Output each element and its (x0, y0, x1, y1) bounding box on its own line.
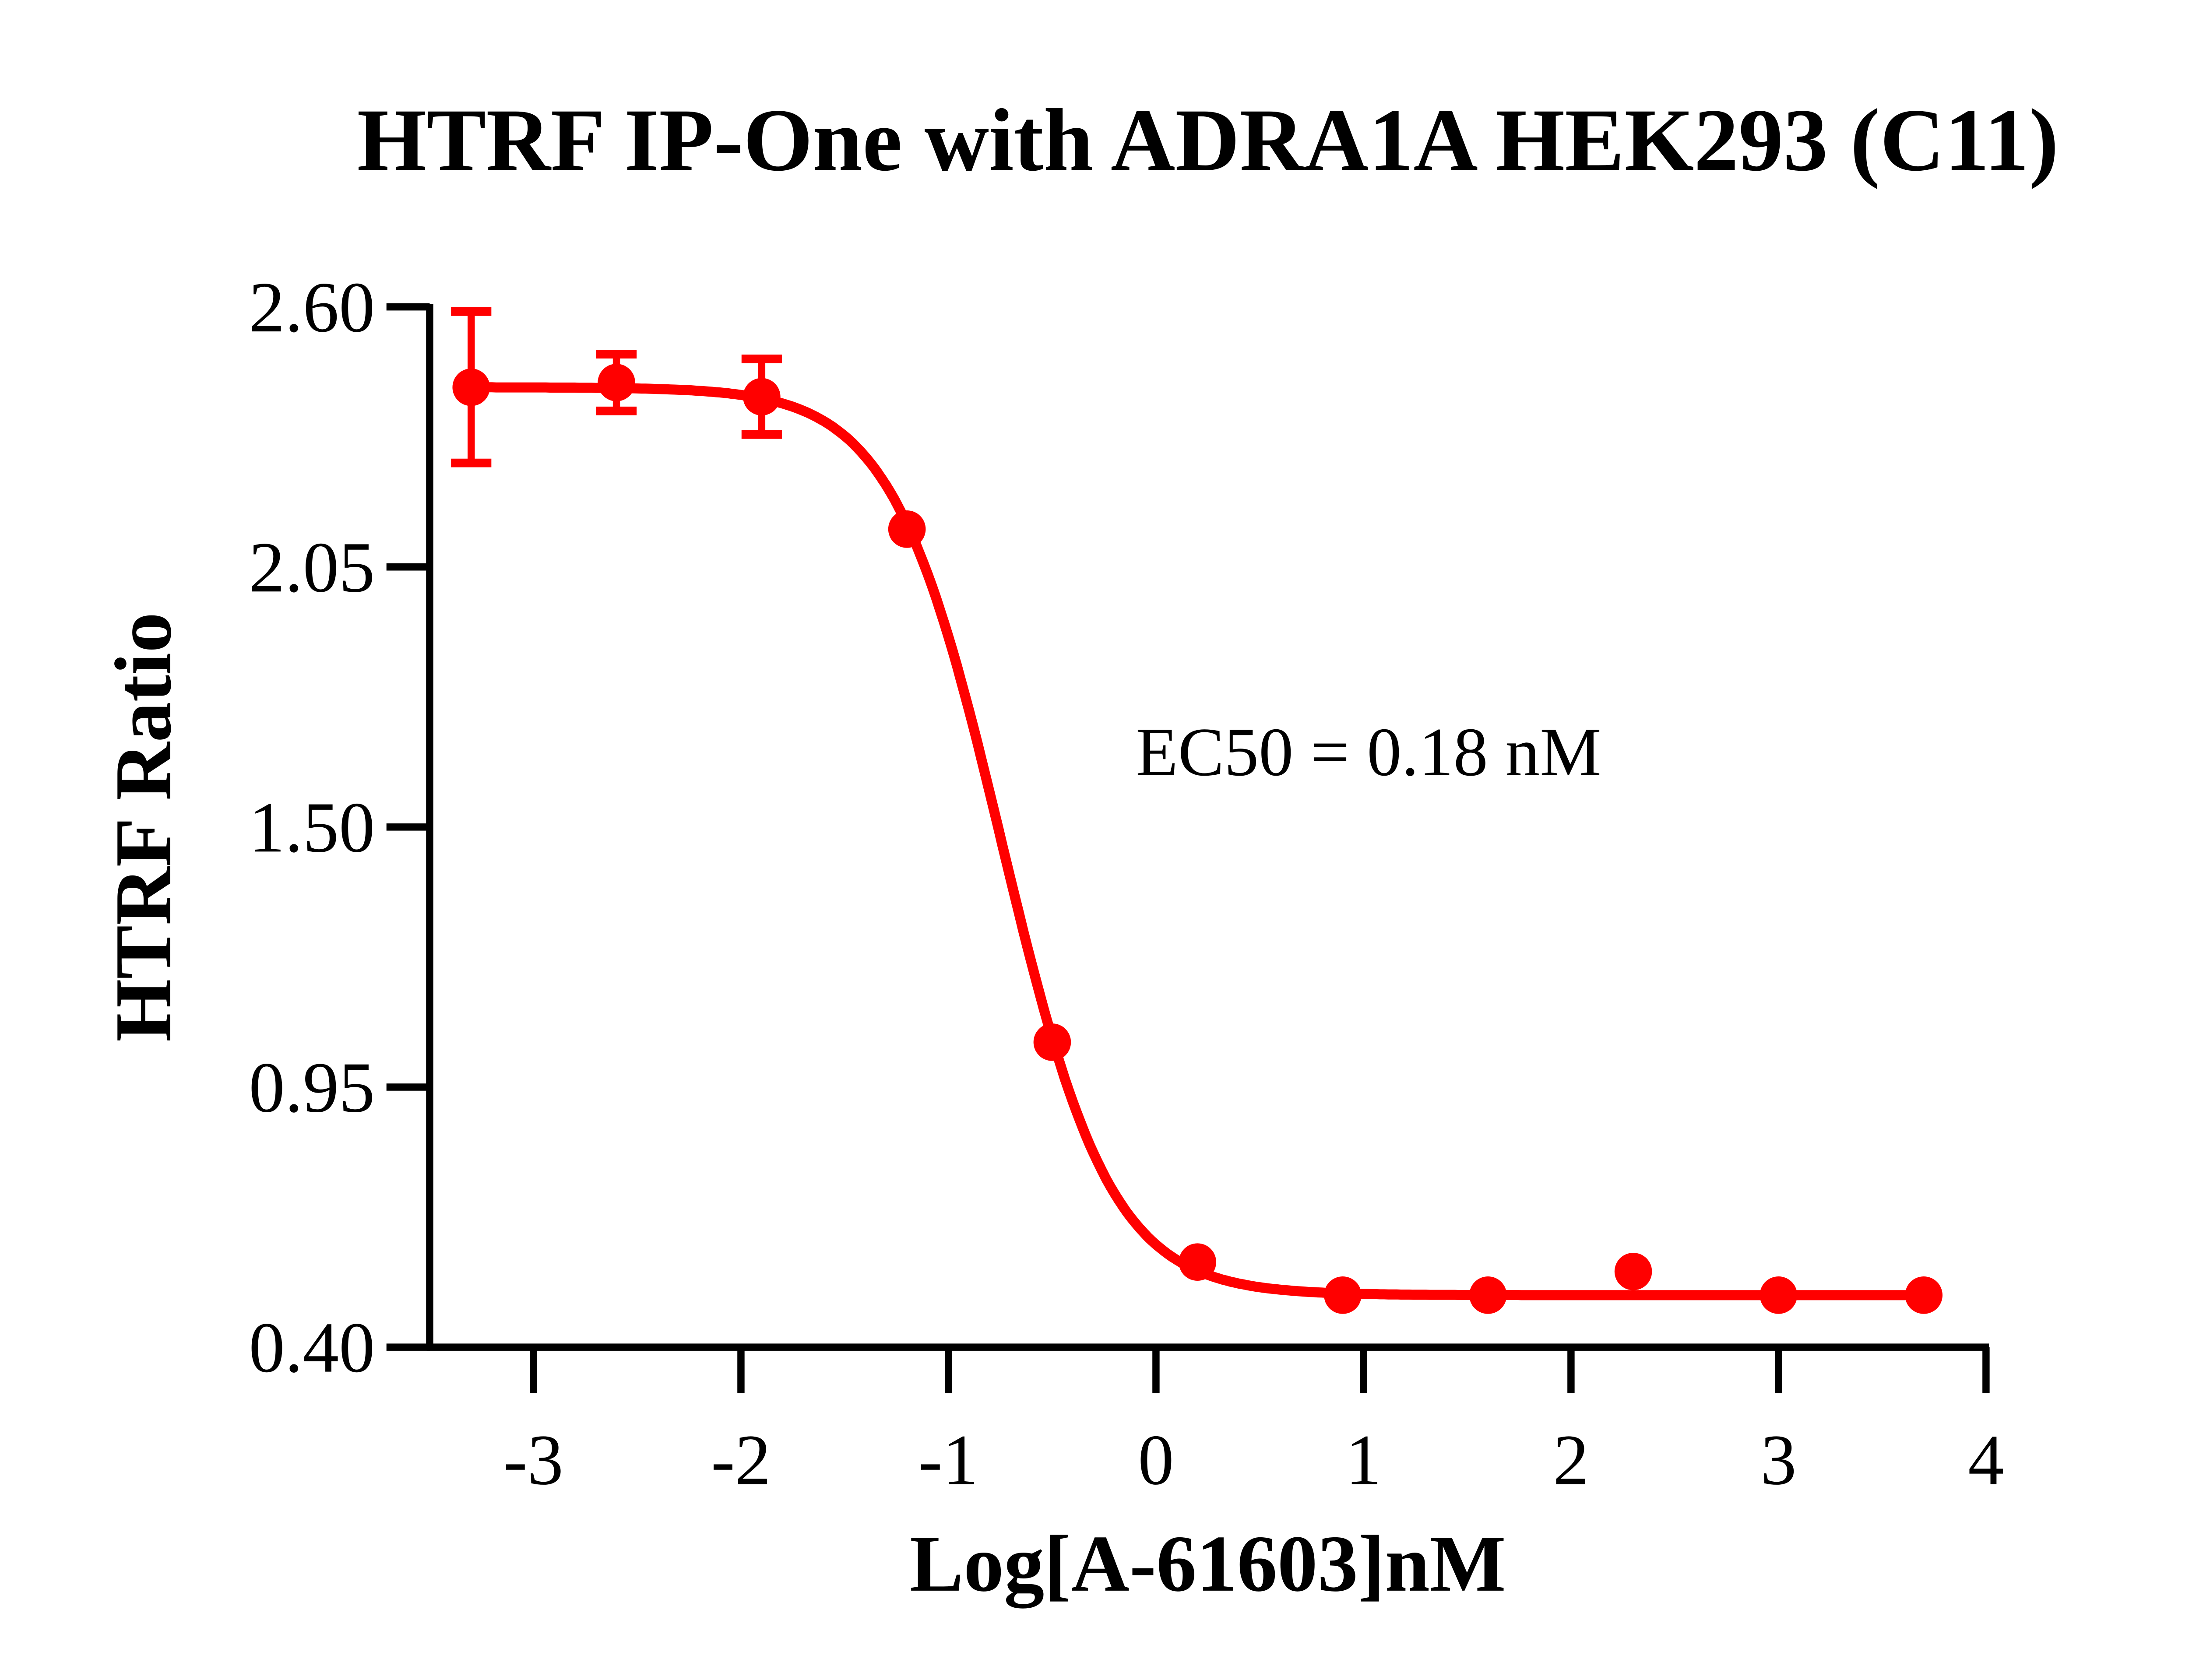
x-tick-label: -2 (711, 1420, 771, 1500)
data-marks (451, 307, 1943, 1314)
x-axis-label: Log[A-61603]nM (910, 1519, 1506, 1609)
x-tick-label: 0 (1138, 1420, 1174, 1500)
y-tick-label: 2.05 (249, 527, 375, 607)
data-point (888, 510, 926, 548)
data-point (452, 368, 490, 406)
data-point (598, 364, 635, 401)
data-point (1905, 1276, 1943, 1314)
y-tick-label: 0.40 (249, 1307, 375, 1388)
x-tick-label: 2 (1553, 1420, 1589, 1500)
ec50-annotation: EC50 = 0.18 nM (1136, 714, 1601, 791)
data-point (1179, 1243, 1217, 1281)
x-tick-label: 1 (1345, 1420, 1381, 1500)
axes: 0.40 0.95 1.50 2.05 2.60 -3 -2 -1 0 1 2 3 4 (249, 267, 2004, 1500)
data-point (1469, 1276, 1507, 1314)
data-point (1324, 1276, 1362, 1314)
fit-curve (471, 382, 1924, 1300)
x-tick-label: -1 (919, 1420, 978, 1500)
y-tick-label: 0.95 (249, 1047, 375, 1127)
y-tick-label: 2.60 (249, 267, 375, 347)
x-tick-label: -3 (503, 1420, 563, 1500)
x-tick-label: 4 (1968, 1420, 2004, 1500)
chart-title: HTRF IP-One with ADRA1A HEK293 (C11) (357, 91, 2059, 190)
y-axis-label: HTRF Ratio (99, 612, 188, 1042)
data-point (743, 378, 781, 416)
x-tick-label: 3 (1760, 1420, 1796, 1500)
data-point (1614, 1253, 1652, 1290)
data-point (1760, 1276, 1798, 1314)
y-tick-label: 1.50 (249, 787, 375, 867)
data-point (1033, 1023, 1071, 1061)
